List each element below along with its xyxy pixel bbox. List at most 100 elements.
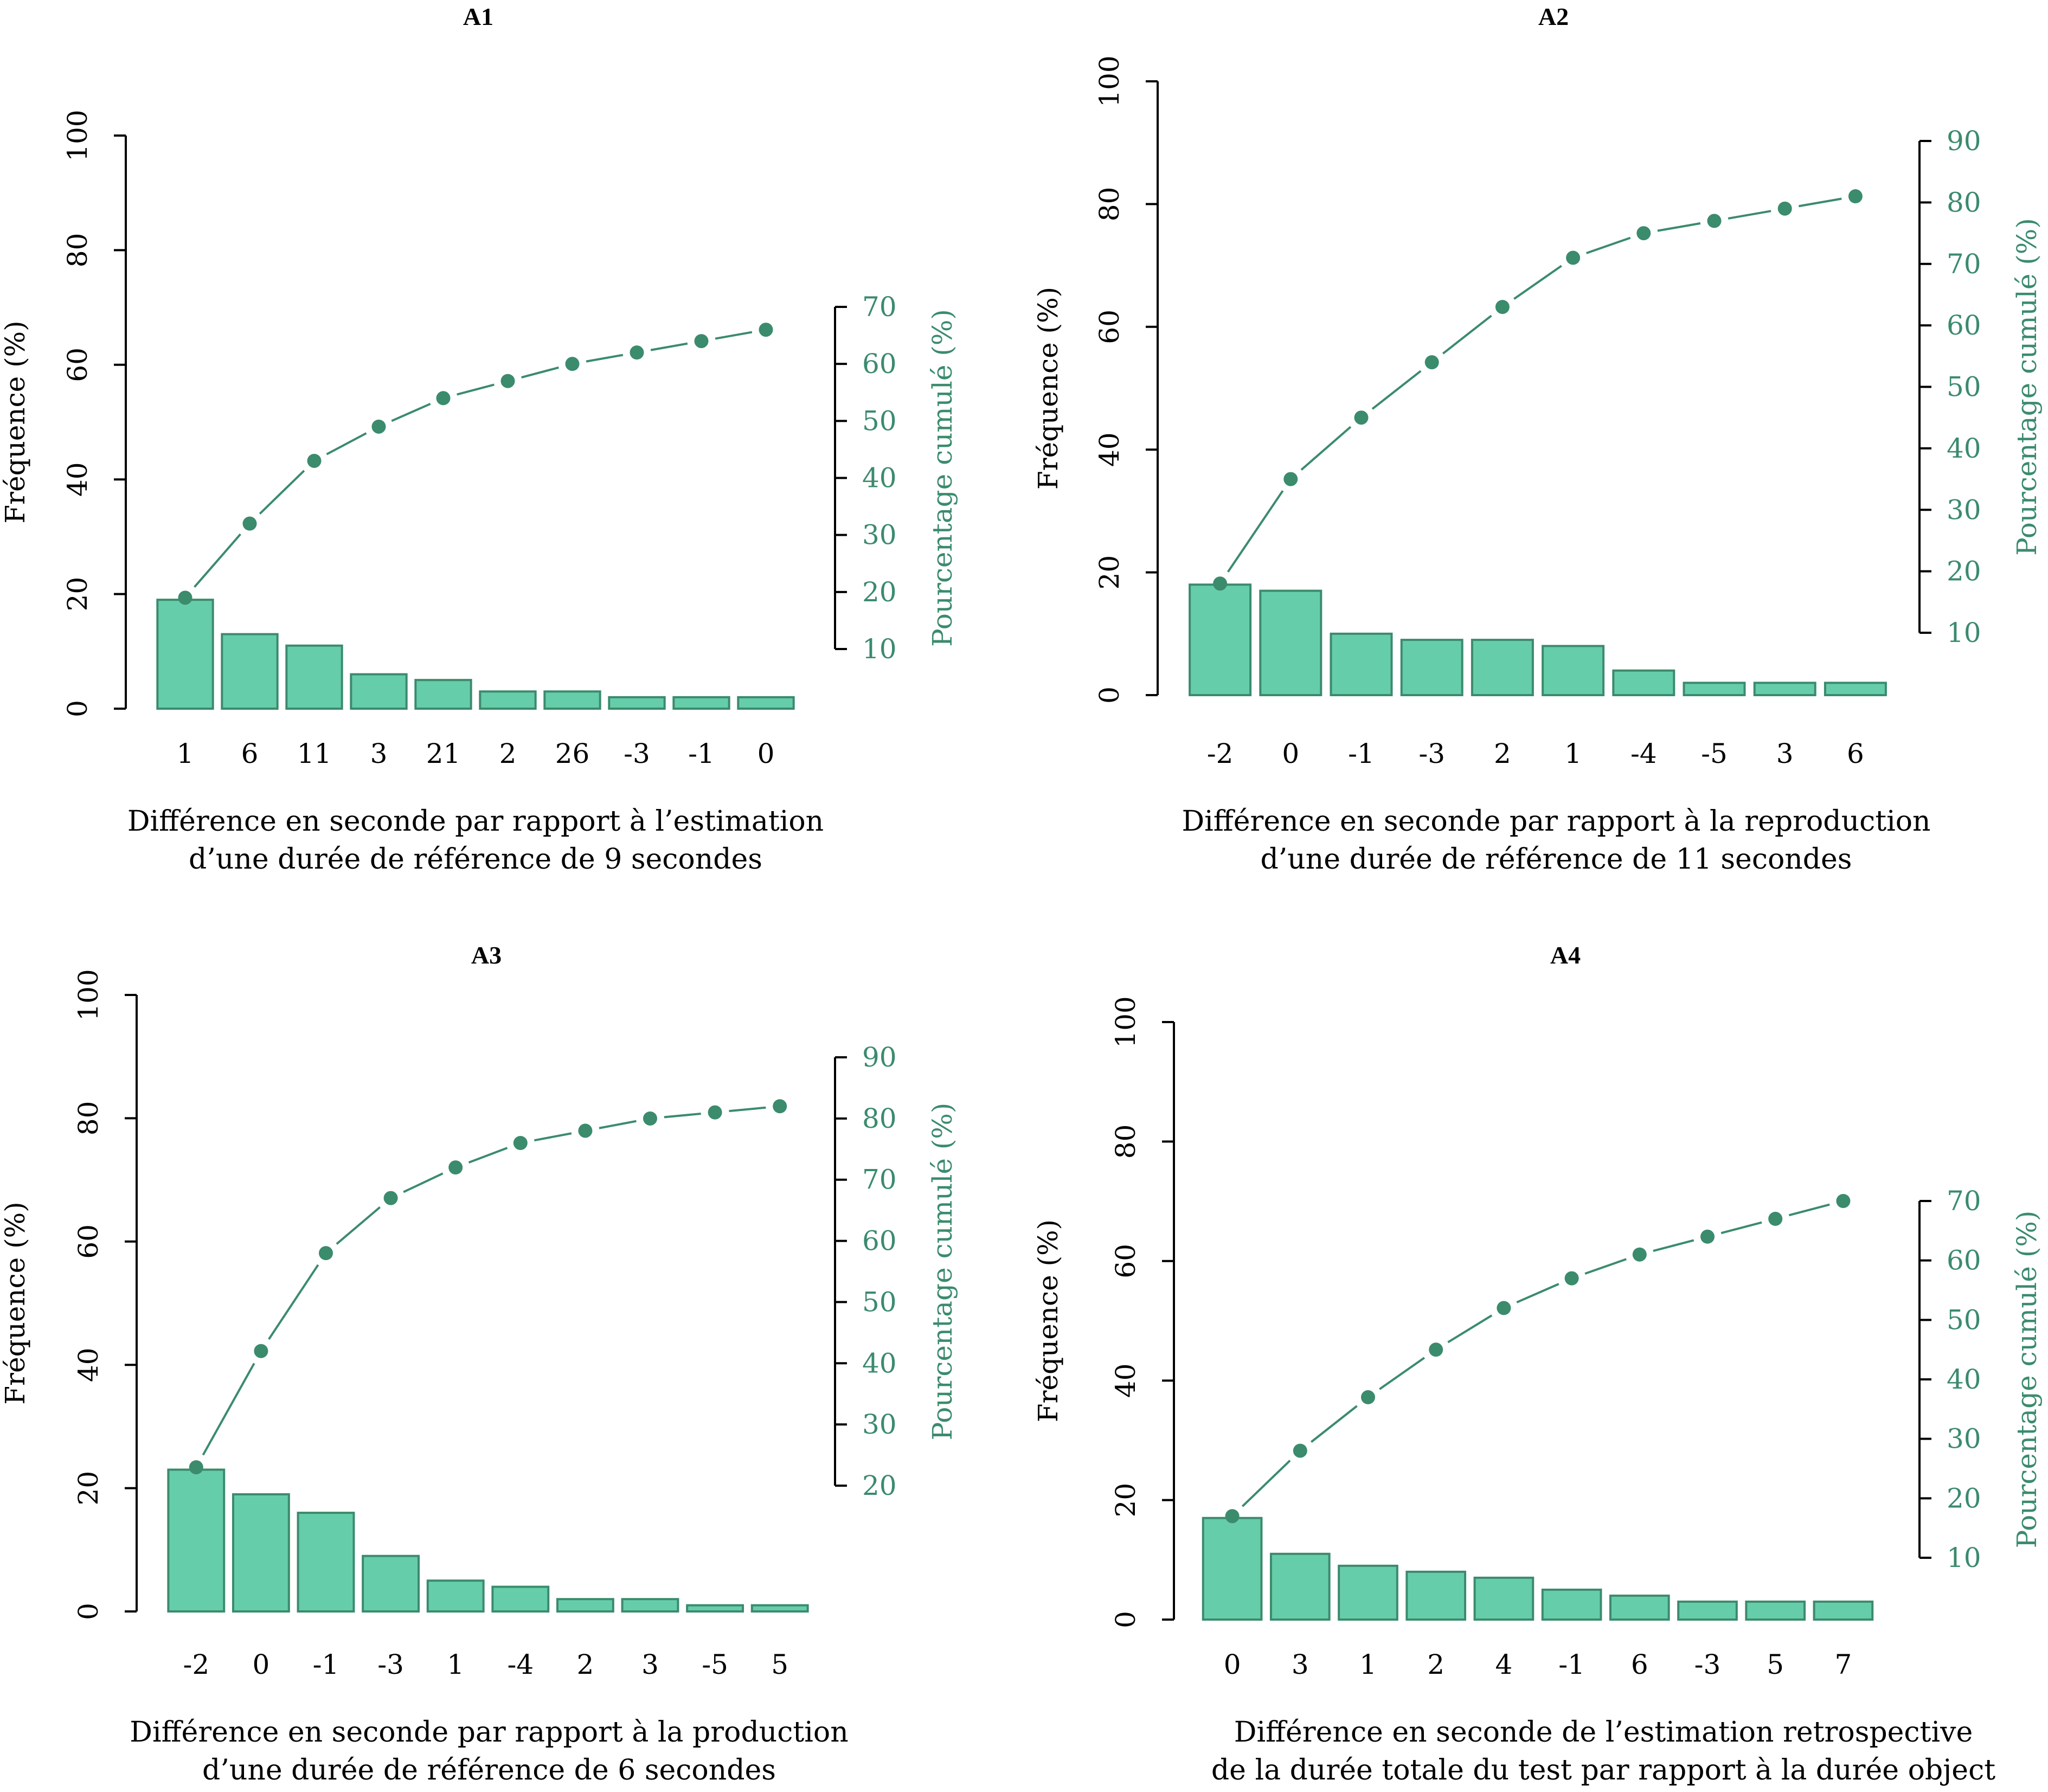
cumulative-point bbox=[1225, 1509, 1240, 1524]
cumulative-point bbox=[708, 1105, 722, 1120]
x-tick-label: 3 bbox=[1776, 738, 1794, 769]
x-tick-label: -1 bbox=[688, 738, 715, 769]
bar bbox=[232, 1493, 290, 1613]
bar bbox=[750, 1604, 809, 1613]
bar bbox=[1541, 1588, 1602, 1621]
x-tick-label: 0 bbox=[1282, 738, 1299, 769]
x-tick-label: 1 bbox=[447, 1649, 464, 1680]
x-tick-label: 1 bbox=[1359, 1649, 1377, 1680]
cumulative-point bbox=[1836, 1194, 1851, 1208]
right-axis-label: Pourcentage cumulé (%) bbox=[2011, 1211, 2043, 1549]
x-tick-label: 26 bbox=[555, 738, 590, 769]
right-tick-label: 60 bbox=[862, 348, 897, 380]
right-tick-label: 70 bbox=[862, 291, 897, 323]
x-tick-label: 0 bbox=[757, 738, 775, 769]
right-tick-label: 20 bbox=[862, 1470, 897, 1501]
x-tick-label: -1 bbox=[313, 1649, 339, 1680]
bar bbox=[621, 1598, 679, 1613]
right-tick-label: 70 bbox=[862, 1164, 897, 1196]
cumulative-line-segment bbox=[1584, 1258, 1627, 1275]
right-tick-label: 10 bbox=[1947, 1542, 1981, 1573]
cumulative-line-segment bbox=[403, 1172, 444, 1193]
cumulative-line-segment bbox=[1798, 197, 1842, 208]
x-tick-label: 6 bbox=[1631, 1649, 1648, 1680]
cumulative-point bbox=[1429, 1343, 1443, 1357]
x-tick-label: -2 bbox=[183, 1649, 209, 1680]
right-tick-label: 40 bbox=[1947, 433, 1981, 464]
bar bbox=[156, 599, 214, 710]
y-tick-label: 100 bbox=[1094, 55, 1125, 107]
y-tick-label: 60 bbox=[1094, 310, 1125, 344]
right-tick-label: 30 bbox=[1947, 1423, 1981, 1455]
right-tick-label: 20 bbox=[1947, 556, 1981, 587]
y-tick-label: 80 bbox=[1110, 1125, 1141, 1159]
bar bbox=[167, 1468, 226, 1613]
cumulative-point bbox=[500, 374, 515, 388]
y-tick-label: 0 bbox=[62, 700, 93, 717]
bar bbox=[1269, 1552, 1331, 1621]
cumulative-line-segment bbox=[521, 366, 559, 378]
x-tick-label: -3 bbox=[1418, 738, 1445, 769]
x-tick-label: 21 bbox=[426, 738, 461, 769]
x-axis-label-line2: d’une durée de référence de 6 secondes bbox=[202, 1754, 776, 1787]
cumulative-line-segment bbox=[1241, 1460, 1291, 1507]
cumulative-line-segment bbox=[1310, 1405, 1358, 1443]
right-tick-label: 80 bbox=[862, 1103, 897, 1134]
cumulative-point bbox=[1564, 1271, 1579, 1286]
cumulative-line-segment bbox=[599, 1120, 637, 1129]
cumulative-line-segment bbox=[457, 383, 495, 396]
y-tick-label: 100 bbox=[73, 969, 104, 1020]
cumulative-point bbox=[383, 1191, 398, 1205]
x-axis-label-line2: de la durée totale du test par rapport à… bbox=[1211, 1754, 1995, 1787]
y-tick-label: 80 bbox=[73, 1101, 104, 1136]
bar bbox=[1189, 583, 1252, 696]
x-tick-label: -3 bbox=[624, 738, 650, 769]
right-tick-label: 20 bbox=[862, 576, 897, 608]
cumulative-point bbox=[565, 357, 580, 371]
x-tick-label: 2 bbox=[1427, 1649, 1444, 1680]
cumulative-point bbox=[1632, 1247, 1647, 1262]
x-tick-label: 2 bbox=[576, 1649, 594, 1680]
cumulative-point bbox=[371, 419, 386, 434]
bar bbox=[1259, 589, 1322, 697]
cumulative-point bbox=[630, 345, 644, 360]
y-tick-label: 60 bbox=[62, 348, 93, 382]
right-axis-label: Pourcentage cumulé (%) bbox=[2011, 218, 2043, 556]
right-tick-label: 60 bbox=[862, 1225, 897, 1257]
y-axis-label: Fréquence (%) bbox=[1032, 1219, 1064, 1422]
cumulative-line-segment bbox=[202, 1363, 255, 1456]
cumulative-point bbox=[1777, 201, 1792, 216]
x-tick-label: -4 bbox=[507, 1649, 534, 1680]
bar bbox=[1330, 632, 1393, 697]
right-tick-label: 60 bbox=[1947, 1245, 1981, 1276]
bar bbox=[479, 690, 537, 710]
cumulative-point bbox=[307, 453, 322, 468]
bar bbox=[1745, 1600, 1806, 1621]
cumulative-line-segment bbox=[1379, 1357, 1426, 1390]
cumulative-point bbox=[1495, 300, 1510, 314]
cumulative-point bbox=[319, 1246, 333, 1261]
cumulative-line-segment bbox=[1788, 1203, 1830, 1217]
bar bbox=[556, 1598, 614, 1613]
bar bbox=[672, 696, 730, 710]
cumulative-line-segment bbox=[650, 342, 688, 351]
right-axis-label: Pourcentage cumulé (%) bbox=[927, 1103, 958, 1441]
bar bbox=[1609, 1594, 1670, 1621]
x-axis-label-line1: Différence en seconde par rapport à la r… bbox=[1182, 805, 1930, 838]
bar bbox=[491, 1585, 550, 1613]
y-tick-label: 20 bbox=[73, 1471, 104, 1506]
y-tick-label: 40 bbox=[1110, 1363, 1141, 1398]
x-axis-label-line2: d’une durée de référence de 11 secondes bbox=[1260, 843, 1852, 876]
bar bbox=[1473, 1576, 1535, 1621]
cumulative-line-segment bbox=[1300, 426, 1352, 471]
x-tick-label: 6 bbox=[241, 738, 259, 769]
bar bbox=[1753, 682, 1816, 696]
right-tick-label: 30 bbox=[1947, 494, 1981, 525]
chart-title: A1 bbox=[463, 3, 493, 30]
x-tick-label: 6 bbox=[1847, 738, 1864, 769]
bar bbox=[1612, 669, 1675, 696]
x-tick-label: -5 bbox=[702, 1649, 728, 1680]
x-tick-label: -5 bbox=[1701, 738, 1728, 769]
